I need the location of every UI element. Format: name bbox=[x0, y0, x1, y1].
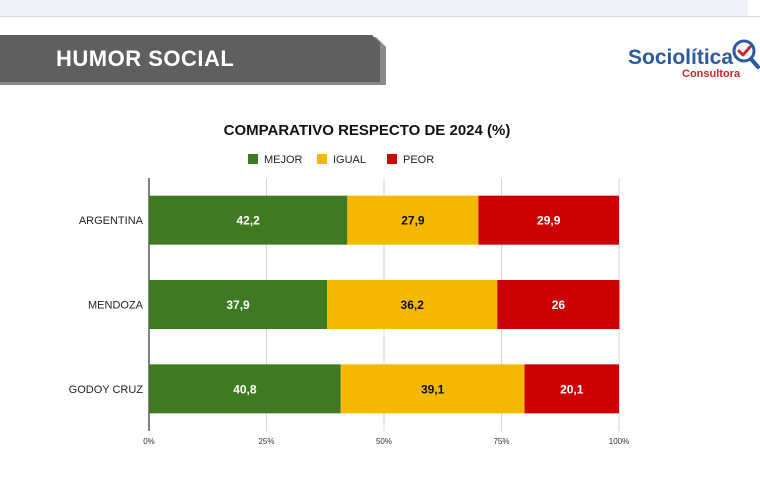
title-banner bbox=[0, 35, 380, 82]
legend-swatch-igual bbox=[317, 154, 327, 164]
bar-mejor-argentina bbox=[149, 195, 348, 245]
chart-panel: COMPARATIVO RESPECTO DE 2024 (%) MEJOR IG… bbox=[62, 108, 666, 454]
logo-name: Sociolítica bbox=[628, 46, 734, 69]
bar-peor-godoy-cruz bbox=[524, 364, 619, 414]
bar-mejor-mendoza bbox=[149, 280, 328, 329]
bar-igual-mendoza bbox=[327, 280, 498, 329]
x-tick-label: 75% bbox=[493, 437, 509, 446]
bar-mejor-godoy-cruz bbox=[149, 364, 341, 414]
legend-label-mejor: MEJOR bbox=[264, 154, 303, 166]
logo-subtitle: Consultora bbox=[682, 68, 741, 80]
x-tick-label: 100% bbox=[609, 437, 629, 446]
category-label: MENDOZA bbox=[88, 300, 144, 312]
data-label: 40,8 bbox=[233, 382, 257, 396]
category-label: GODOY CRUZ bbox=[69, 384, 144, 396]
bar-igual-argentina bbox=[347, 195, 479, 245]
legend-label-igual: IGUAL bbox=[333, 154, 366, 166]
legend-label-peor: PEOR bbox=[403, 154, 434, 166]
magnifier-check-icon bbox=[732, 39, 760, 69]
chart-bars: 42,2 27,9 29,9 37,9 36,2 26 40,8 39,1 20,1 bbox=[149, 195, 620, 414]
category-labels: ARGENTINA MENDOZA GODOY CRUZ bbox=[69, 215, 144, 396]
stacked-bar-chart: COMPARATIVO RESPECTO DE 2024 (%) MEJOR IG… bbox=[69, 122, 630, 446]
data-label: 29,9 bbox=[537, 214, 561, 228]
category-label: ARGENTINA bbox=[79, 215, 144, 227]
bar-peor-mendoza bbox=[497, 280, 620, 329]
data-label: 26 bbox=[552, 298, 566, 312]
x-tick-label: 0% bbox=[143, 437, 155, 446]
top-strip-corner bbox=[748, 0, 760, 16]
bar-igual-godoy-cruz bbox=[340, 364, 525, 414]
data-label: 39,1 bbox=[421, 382, 445, 396]
chart-title: COMPARATIVO RESPECTO DE 2024 (%) bbox=[224, 122, 511, 139]
bar-peor-argentina bbox=[478, 195, 619, 245]
legend-swatch-peor bbox=[387, 154, 397, 164]
data-label: 20,1 bbox=[560, 382, 584, 396]
data-label: 37,9 bbox=[226, 298, 250, 312]
data-label: 36,2 bbox=[401, 298, 425, 312]
page-title: HUMOR SOCIAL bbox=[56, 46, 235, 71]
data-label: 27,9 bbox=[401, 214, 425, 228]
legend-swatch-mejor bbox=[248, 154, 258, 164]
browser-top-strip bbox=[0, 0, 760, 17]
x-tick-label: 50% bbox=[376, 437, 392, 446]
data-label: 42,2 bbox=[236, 214, 260, 228]
chart-legend: MEJOR IGUAL PEOR bbox=[248, 154, 434, 166]
x-tick-label: 25% bbox=[258, 437, 274, 446]
x-tick-labels: 0% 25% 50% 75% 100% bbox=[143, 437, 629, 446]
